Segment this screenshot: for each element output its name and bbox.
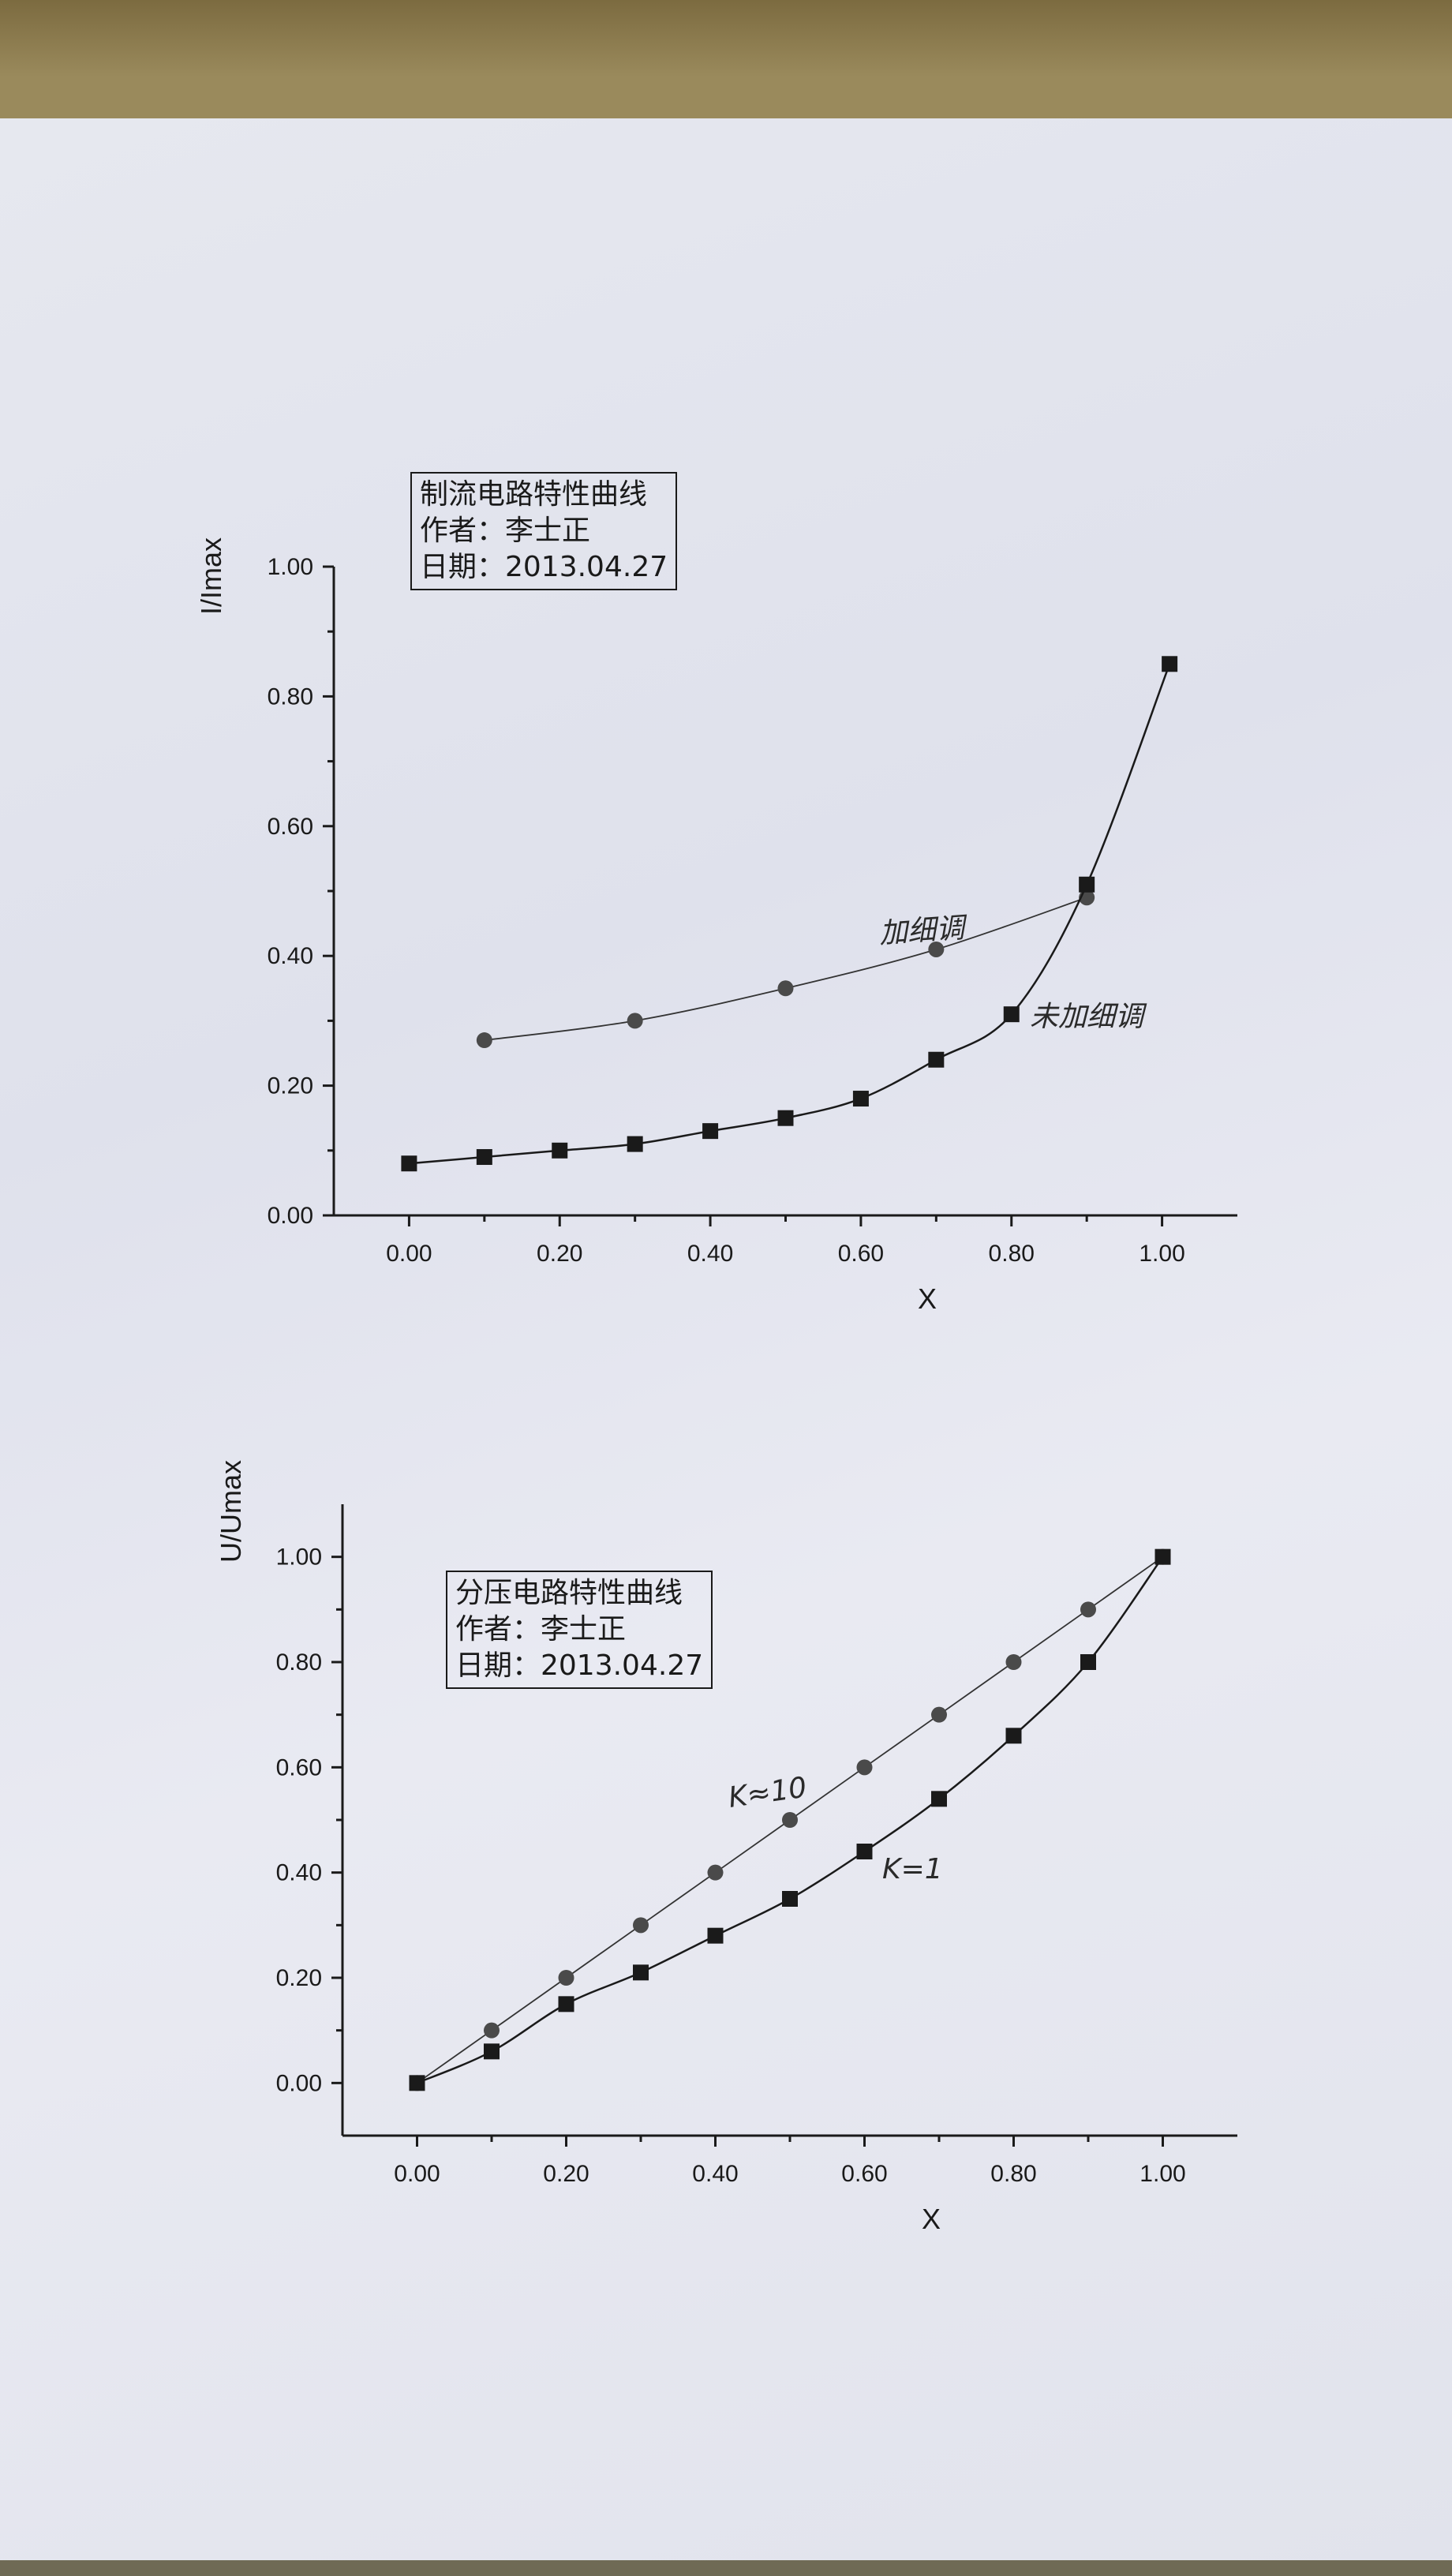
- chart1-series-1-point: [476, 1032, 492, 1049]
- chart1-y-tick-label: 0.20: [268, 1073, 313, 1099]
- chart2-series-1-point: [856, 1759, 873, 1776]
- chart2-series-2-point: [856, 1844, 873, 1859]
- chart2-series-2-point: [782, 1891, 798, 1907]
- chart2-y-tick-label: 0.00: [276, 2070, 322, 2096]
- chart2-x-tick-label: 0.60: [841, 2161, 887, 2187]
- chart1-y-tick-label: 0.60: [268, 814, 313, 840]
- chart2-series-1-point: [484, 2022, 500, 2039]
- chart1-x-tick-label: 0.20: [537, 1241, 582, 1267]
- chart1-series-2-point: [1079, 876, 1095, 893]
- chart1-y-axis-title: I/Imax: [195, 537, 227, 615]
- chart2-x-tick-label: 0.00: [394, 2161, 440, 2187]
- chart2-y-tick-label: 1.00: [276, 1544, 322, 1571]
- chart1-series-2-point: [1003, 1006, 1020, 1023]
- chart1-series-2-point: [476, 1149, 492, 1166]
- chart2-y-tick-label: 0.40: [276, 1860, 322, 1886]
- chart1-series-2-point: [777, 1110, 794, 1126]
- chart2-series-1-point: [1080, 1601, 1096, 1618]
- chart2-series-2-point: [409, 2075, 425, 2091]
- chart2-series-1-point: [1005, 1654, 1022, 1670]
- chart1-series-1-point: [928, 941, 945, 957]
- chart1-series-1-label: 加细调: [878, 912, 970, 950]
- chart1-info-line3: 日期：2013.04.27: [420, 551, 668, 583]
- chart2-series-2-point: [484, 2043, 500, 2060]
- chart2-series-2-point: [1005, 1728, 1022, 1744]
- chart2-series-2-point: [558, 1996, 574, 2012]
- chart2-x-tick-label: 1.00: [1140, 2161, 1185, 2187]
- chart2-series-2-point: [1154, 1548, 1171, 1565]
- chart2-x-axis-title: X: [922, 2203, 941, 2235]
- chart2-info-line2: 作者：李士正: [455, 1613, 627, 1646]
- chart1-x-tick-label: 1.00: [1139, 1241, 1184, 1267]
- chart2-series-1-label: K≈10: [727, 1771, 809, 1814]
- chart1-x-tick-label: 0.60: [838, 1241, 884, 1267]
- chart2-series-2-label: K=1: [882, 1853, 943, 1885]
- chart2-series-1-point: [707, 1864, 724, 1881]
- chart1-series-1-point: [777, 980, 794, 997]
- chart2-series-1-point: [633, 1917, 649, 1934]
- chart1-y-tick-label: 0.80: [268, 683, 313, 710]
- chart1-x-tick-label: 0.00: [386, 1241, 432, 1267]
- chart2-series-1-point: [782, 1812, 798, 1828]
- chart2-y-tick-label: 0.80: [276, 1649, 322, 1676]
- chart1-series-2-point: [552, 1142, 568, 1159]
- chart2-x-tick-label: 0.40: [692, 2161, 738, 2187]
- chart1-series-2-label: 未加细调: [1030, 1001, 1147, 1033]
- chart1-y-tick-label: 1.00: [268, 554, 313, 580]
- chart2-y-tick-label: 0.60: [276, 1754, 322, 1780]
- chart1-series-2-point: [401, 1155, 417, 1172]
- chart1-series-2-point: [702, 1123, 719, 1140]
- chart1-x-tick-label: 0.80: [989, 1241, 1035, 1267]
- chart1-x-axis-title: X: [918, 1282, 937, 1315]
- chart2-info-line1: 分压电路特性曲线: [455, 1577, 683, 1609]
- chart1-series-2-point: [627, 1136, 643, 1152]
- bottom-edge: [0, 2560, 1452, 2576]
- chart2-x-tick-label: 0.20: [543, 2161, 589, 2187]
- chart1-series-2-point: [928, 1051, 945, 1068]
- paper-sheet: [0, 118, 1452, 2560]
- chart2-series-2-point: [931, 1791, 947, 1807]
- chart1-series-2-point: [1162, 656, 1178, 672]
- chart2-series-1-point: [558, 1970, 574, 1986]
- chart1-y-tick-label: 0.40: [268, 943, 313, 969]
- chart1-series-1-line: [484, 897, 1087, 1041]
- chart1-x-tick-label: 0.40: [687, 1241, 733, 1267]
- chart1-series-2-point: [852, 1091, 869, 1107]
- chart2-series-2-point: [707, 1927, 724, 1944]
- chart1-y-tick-label: 0.00: [268, 1203, 313, 1229]
- chart2-plot: 0.00 0.20 0.40 0.60 0.80 1.00 0.00 0.20 0.40 0.60…: [215, 1460, 1237, 2235]
- chart1-series-1-point: [627, 1013, 643, 1029]
- chart2-series-2-point: [1080, 1654, 1096, 1670]
- chart1-info-line1: 制流电路特性曲线: [420, 478, 648, 511]
- chart1-plot: 0.00 0.20 0.40 0.60 0.80 1.00 0.00 0.20 0.40 0.60…: [195, 537, 1237, 1315]
- chart2-info-line3: 日期：2013.04.27: [455, 1649, 704, 1682]
- chart2-series-1-point: [931, 1706, 947, 1723]
- chart1-info-box: 制流电路特性曲线 作者：李士正 日期：2013.04.27: [410, 472, 678, 590]
- chart2-info-box: 分压电路特性曲线 作者：李士正 日期：2013.04.27: [446, 1571, 713, 1689]
- chart2-x-tick-label: 0.80: [990, 2161, 1036, 2187]
- chart2-y-tick-label: 0.20: [276, 1965, 322, 1991]
- chart2-series-2-point: [633, 1964, 649, 1981]
- chart2-y-axis-title: U/Umax: [215, 1460, 247, 1563]
- chart1-series-2-line: [409, 663, 1171, 1165]
- chart1-info-line2: 作者：李士正: [420, 515, 591, 547]
